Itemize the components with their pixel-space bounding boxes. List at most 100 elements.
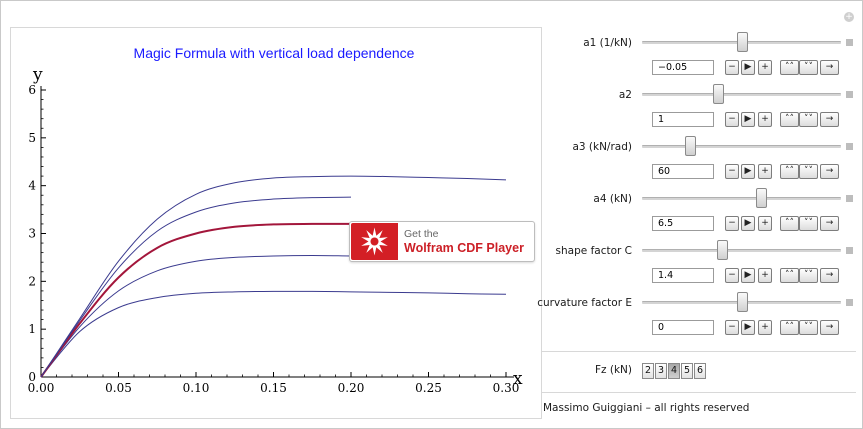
x-tick-label: 0.00 bbox=[28, 381, 55, 395]
series-line-1 bbox=[40, 290, 507, 378]
fz-option-5[interactable]: 5 bbox=[681, 363, 693, 379]
faster-button[interactable]: ˄˄ bbox=[780, 60, 799, 75]
slider-track[interactable] bbox=[642, 145, 841, 148]
x-tick-label: 0.10 bbox=[183, 381, 210, 395]
expand-toggle-icon[interactable] bbox=[846, 91, 853, 98]
decrement-button[interactable]: − bbox=[725, 320, 739, 335]
value-input[interactable]: 1 bbox=[652, 112, 714, 127]
chart-svg: Magic Formula with vertical load depende… bbox=[28, 45, 523, 395]
slower-button[interactable]: ˅˅ bbox=[799, 216, 818, 231]
faster-button[interactable]: ˄˄ bbox=[780, 320, 799, 335]
fz-option-3[interactable]: 3 bbox=[655, 363, 667, 379]
decrement-button[interactable]: − bbox=[725, 216, 739, 231]
chart-series-group bbox=[40, 175, 507, 378]
faster-button[interactable]: ˄˄ bbox=[780, 216, 799, 231]
expand-toggle-icon[interactable] bbox=[846, 195, 853, 202]
fz-option-2[interactable]: 2 bbox=[642, 363, 654, 379]
decrement-button[interactable]: − bbox=[725, 268, 739, 283]
slower-button[interactable]: ˅˅ bbox=[799, 112, 818, 127]
control-label: curvature factor E bbox=[537, 297, 632, 309]
play-button[interactable]: ▶ bbox=[741, 268, 755, 283]
direction-button[interactable]: → bbox=[820, 216, 839, 231]
slider-thumb[interactable] bbox=[736, 292, 748, 312]
y-tick-label: 5 bbox=[28, 131, 36, 145]
x-tick-label: 0.05 bbox=[105, 381, 132, 395]
direction-button[interactable]: → bbox=[820, 268, 839, 283]
decrement-button[interactable]: − bbox=[725, 112, 739, 127]
series-line-3 bbox=[40, 222, 352, 378]
cdf-badge-line1: Get the bbox=[404, 228, 439, 240]
control-label: shape factor C bbox=[555, 245, 632, 257]
play-button[interactable]: ▶ bbox=[741, 164, 755, 179]
slower-button[interactable]: ˅˅ bbox=[799, 268, 818, 283]
chart-axes: 0.00 0.05 0.10 0.15 0.20 0.25 0.30 0 1 2 3 4 5 6 bbox=[28, 83, 520, 395]
slower-button[interactable]: ˅˅ bbox=[799, 164, 818, 179]
faster-button[interactable]: ˄˄ bbox=[780, 268, 799, 283]
slider-track[interactable] bbox=[642, 249, 841, 252]
slider-thumb[interactable] bbox=[684, 136, 696, 156]
value-input[interactable]: 6.5 bbox=[652, 216, 714, 231]
cdf-badge-line2: Wolfram CDF Player bbox=[404, 241, 524, 255]
cdf-player-badge[interactable]: Get the Wolfram CDF Player bbox=[349, 221, 535, 262]
value-input[interactable]: 60 bbox=[652, 164, 714, 179]
credit-text: Massimo Guiggiani – all rights reserved bbox=[543, 402, 750, 414]
increment-button[interactable]: + bbox=[758, 164, 772, 179]
direction-button[interactable]: → bbox=[820, 164, 839, 179]
fz-option-4[interactable]: 4 bbox=[668, 363, 680, 379]
direction-button[interactable]: → bbox=[820, 320, 839, 335]
x-tick-label: 0.25 bbox=[415, 381, 442, 395]
expand-toggle-icon[interactable] bbox=[846, 143, 853, 150]
expand-toggle-icon[interactable] bbox=[846, 247, 853, 254]
plus-circle-icon[interactable]: + bbox=[844, 12, 854, 22]
slower-button[interactable]: ˅˅ bbox=[799, 320, 818, 335]
increment-button[interactable]: + bbox=[758, 320, 772, 335]
fz-label: Fz (kN) bbox=[594, 364, 632, 376]
play-button[interactable]: ▶ bbox=[741, 112, 755, 127]
y-tick-label: 6 bbox=[28, 83, 36, 97]
slider-thumb[interactable] bbox=[712, 84, 724, 104]
slider-track[interactable] bbox=[642, 93, 841, 96]
series-line-5 bbox=[40, 175, 507, 378]
y-tick-label: 0 bbox=[28, 370, 36, 384]
faster-button[interactable]: ˄˄ bbox=[780, 164, 799, 179]
faster-button[interactable]: ˄˄ bbox=[780, 112, 799, 127]
y-tick-label: 4 bbox=[28, 179, 36, 193]
slider-track[interactable] bbox=[642, 197, 841, 200]
play-button[interactable]: ▶ bbox=[741, 60, 755, 75]
fz-option-6[interactable]: 6 bbox=[694, 363, 706, 379]
decrement-button[interactable]: − bbox=[725, 164, 739, 179]
x-tick-label: 0.20 bbox=[338, 381, 365, 395]
increment-button[interactable]: + bbox=[758, 112, 772, 127]
control-label: a1 (1/kN) bbox=[583, 37, 632, 49]
x-tick-label: 0.15 bbox=[260, 381, 287, 395]
plot-panel: Magic Formula with vertical load depende… bbox=[10, 27, 542, 419]
expand-toggle-icon[interactable] bbox=[846, 39, 853, 46]
increment-button[interactable]: + bbox=[758, 60, 772, 75]
control-label: a4 (kN) bbox=[593, 193, 632, 205]
value-input[interactable]: −0.05 bbox=[652, 60, 714, 75]
chart-title: Magic Formula with vertical load depende… bbox=[134, 45, 415, 61]
direction-button[interactable]: → bbox=[820, 112, 839, 127]
slider-thumb[interactable] bbox=[716, 240, 728, 260]
expand-toggle-icon[interactable] bbox=[846, 299, 853, 306]
value-input[interactable]: 0 bbox=[652, 320, 714, 335]
x-tick-label: 0.30 bbox=[493, 381, 520, 395]
slower-button[interactable]: ˅˅ bbox=[799, 60, 818, 75]
series-line-4 bbox=[40, 196, 352, 378]
slider-thumb[interactable] bbox=[736, 32, 748, 52]
direction-button[interactable]: → bbox=[820, 60, 839, 75]
increment-button[interactable]: + bbox=[758, 268, 772, 283]
divider bbox=[542, 392, 856, 393]
wolfram-spikey-icon bbox=[351, 223, 398, 260]
increment-button[interactable]: + bbox=[758, 216, 772, 231]
series-line-2 bbox=[40, 255, 507, 378]
value-input[interactable]: 1.4 bbox=[652, 268, 714, 283]
play-button[interactable]: ▶ bbox=[741, 320, 755, 335]
y-tick-label: 2 bbox=[28, 274, 36, 288]
divider bbox=[542, 351, 856, 352]
y-tick-label: 3 bbox=[28, 227, 36, 241]
slider-thumb[interactable] bbox=[756, 188, 768, 208]
play-button[interactable]: ▶ bbox=[741, 216, 755, 231]
decrement-button[interactable]: − bbox=[725, 60, 739, 75]
